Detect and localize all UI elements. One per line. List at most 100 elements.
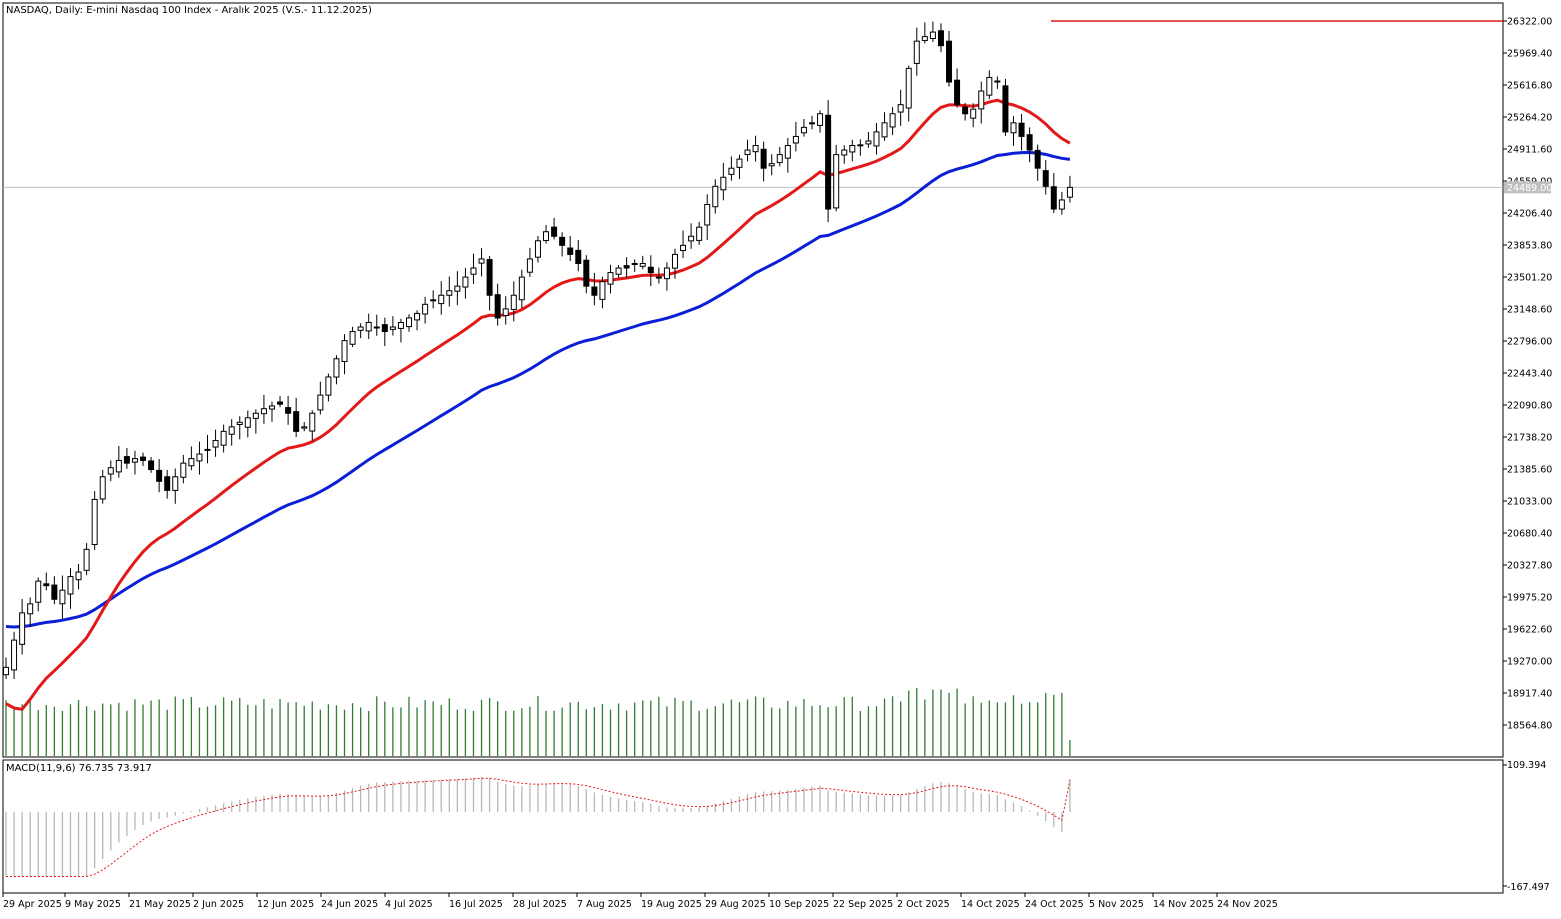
candle: [180, 454, 187, 484]
candle-body: [438, 294, 445, 305]
candle: [607, 264, 614, 294]
candle-body: [131, 458, 138, 463]
price-tick-label: 26322.00: [1507, 17, 1552, 28]
candle-body: [575, 249, 582, 264]
candle: [526, 247, 533, 277]
candle-body: [204, 448, 211, 451]
candle: [1026, 127, 1033, 163]
candle-body: [760, 148, 767, 169]
candle-body: [591, 286, 598, 296]
candle-body: [712, 185, 719, 208]
candle: [204, 434, 211, 464]
candle: [591, 272, 598, 306]
price-tick-label: 23853.80: [1507, 241, 1552, 252]
candle: [970, 103, 977, 128]
price-tick-label: 23148.60: [1507, 305, 1552, 316]
candle: [285, 395, 292, 425]
candle-body: [688, 235, 695, 242]
candle-body: [913, 40, 920, 64]
candle: [196, 441, 203, 475]
candle-body: [784, 145, 791, 159]
candle: [792, 121, 799, 152]
candle-body: [220, 430, 227, 446]
candle: [164, 469, 171, 499]
candle: [760, 141, 767, 182]
candle: [325, 373, 332, 402]
candle-body: [1058, 199, 1065, 210]
current-price-tag: [1504, 181, 1551, 194]
macd-label: MACD(11,9,6) 76.735 73.917: [6, 763, 152, 774]
candle-body: [502, 308, 509, 316]
date-tick-label: 4 Jul 2025: [385, 899, 433, 910]
candle-body: [236, 421, 243, 425]
price-tick-label: 25616.80: [1507, 81, 1552, 92]
candle: [244, 410, 251, 438]
candle: [567, 235, 574, 262]
candle: [478, 248, 485, 277]
candle: [559, 232, 566, 257]
candle-body: [446, 290, 453, 296]
candle: [865, 132, 872, 148]
candle: [43, 572, 50, 591]
candle-body: [768, 163, 775, 167]
candle-body: [817, 113, 824, 126]
price-tick-label: 25969.40: [1507, 49, 1552, 60]
candle-body: [671, 253, 678, 269]
candle-body: [470, 267, 477, 275]
candle-body: [639, 262, 646, 267]
candle-body: [1026, 134, 1033, 151]
price-panel-frame: [2, 2, 1504, 758]
candle-body: [494, 294, 501, 319]
candle: [27, 597, 34, 627]
candle-body: [268, 405, 275, 410]
candle-body: [559, 236, 566, 246]
candle-body: [397, 321, 404, 329]
ema-fast-line: [5, 98, 1071, 711]
price-tick-label: 20680.40: [1507, 529, 1552, 540]
candle: [317, 381, 324, 415]
candle-body: [929, 31, 936, 40]
candle: [768, 154, 775, 176]
candle: [462, 268, 469, 299]
candle-body: [156, 469, 163, 482]
candle-body: [889, 113, 896, 128]
candle: [744, 139, 751, 162]
candle: [301, 421, 308, 432]
candle-body: [107, 467, 114, 475]
candle-body: [1010, 122, 1017, 134]
candle-body: [3, 666, 9, 676]
candle: [67, 568, 74, 609]
chart-title: NASDAQ, Daily: E-mini Nasdaq 100 Index -…: [6, 5, 372, 16]
candle-body: [228, 426, 235, 435]
candle: [704, 194, 711, 240]
candle-body: [567, 247, 574, 255]
date-tick-label: 24 Oct 2025: [1025, 899, 1084, 910]
date-tick-label: 10 Sep 2025: [769, 899, 829, 910]
candle: [720, 162, 727, 201]
candle: [994, 76, 1001, 89]
candle: [236, 416, 243, 440]
candle-body: [212, 439, 219, 448]
candle: [228, 419, 235, 446]
candle: [35, 577, 42, 612]
current-price-tag-label: 24489.00: [1507, 183, 1552, 194]
candle-body: [583, 259, 590, 287]
price-tick-label: 25264.20: [1507, 113, 1552, 124]
candle: [776, 146, 783, 167]
candle: [631, 259, 638, 272]
candle: [341, 334, 348, 375]
candle: [422, 296, 429, 324]
candle-body: [357, 326, 364, 331]
candle: [115, 445, 122, 478]
date-axis: 29 Apr 2025 9 May 2025 21 May 2025 2 Jun 20…: [2, 893, 1278, 910]
date-tick-label: 19 Aug 2025: [641, 899, 702, 910]
date-tick-label: 29 Apr 2025: [3, 899, 62, 910]
candle: [905, 65, 912, 122]
candle-body: [800, 126, 807, 134]
candle: [962, 102, 969, 121]
candle: [986, 70, 993, 99]
candle-body: [720, 176, 727, 191]
date-tick-label: 9 May 2025: [65, 899, 121, 910]
date-tick-label: 28 Jul 2025: [513, 899, 567, 910]
candle-body: [1050, 186, 1057, 210]
